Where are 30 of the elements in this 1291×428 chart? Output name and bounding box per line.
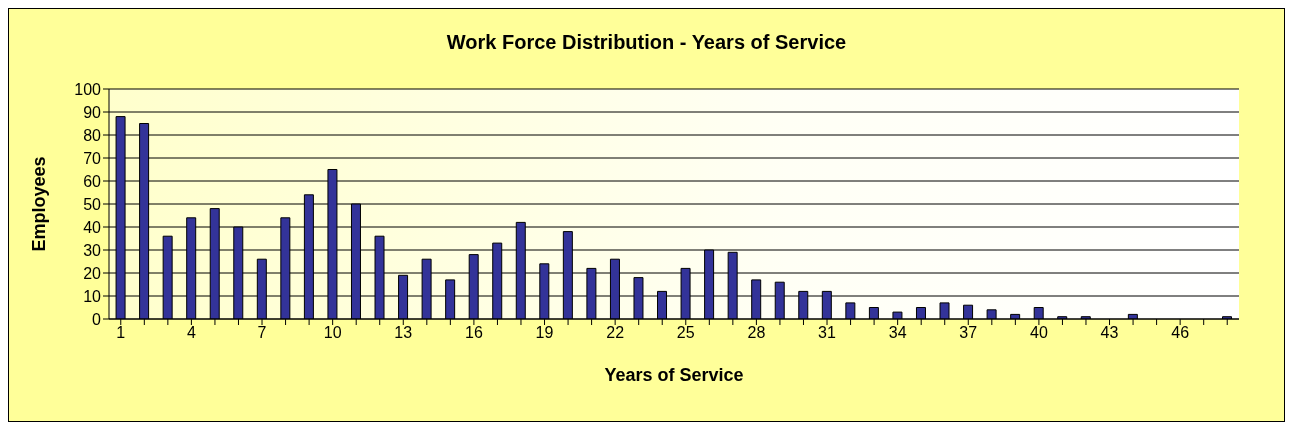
y-tick-label: 90 (83, 103, 102, 121)
y-tick-label: 30 (83, 241, 102, 259)
x-axis-title: Years of Service (604, 365, 744, 385)
y-tick-label: 80 (83, 126, 102, 144)
x-tick-label: 1 (116, 324, 126, 342)
y-tick-label: 0 (92, 310, 102, 328)
chart-title: Work Force Distribution - Years of Service (445, 31, 848, 54)
y-tick-label: 50 (83, 195, 102, 213)
x-tick-label: 34 (888, 324, 907, 342)
y-tick-label: 100 (74, 80, 102, 98)
x-tick-label: 43 (1100, 324, 1119, 342)
y-tick-label: 20 (83, 264, 102, 282)
x-tick-label: 10 (323, 324, 342, 342)
x-tick-label: 37 (959, 324, 978, 342)
y-axis-title: Employees (29, 156, 50, 252)
x-tick-label: 13 (394, 324, 413, 342)
y-tick-label: 10 (83, 287, 102, 305)
x-tick-label: 25 (676, 324, 695, 342)
x-tick-label: 46 (1171, 324, 1190, 342)
x-tick-label: 40 (1030, 324, 1048, 342)
y-tick-label: 40 (83, 218, 102, 236)
y-tick-label: 60 (83, 172, 102, 190)
x-tick-label: 19 (535, 324, 554, 342)
x-tick-label: 22 (606, 324, 625, 342)
x-tick-label: 28 (747, 324, 766, 342)
y-tick-label: 70 (83, 149, 102, 167)
x-tick-label: 4 (186, 324, 196, 342)
x-tick-label: 16 (465, 324, 483, 342)
x-tick-label: 31 (818, 324, 837, 342)
x-tick-label: 7 (257, 324, 267, 342)
